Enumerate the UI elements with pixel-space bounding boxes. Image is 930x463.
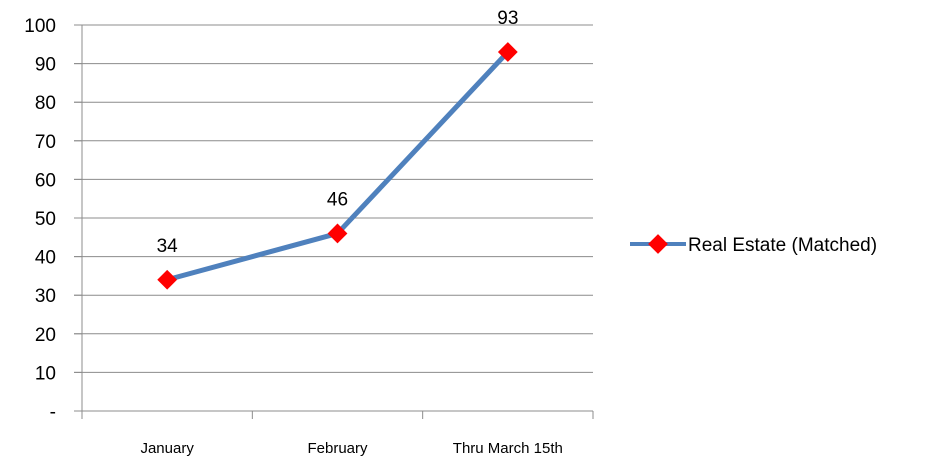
series-line <box>166 50 510 283</box>
x-axis-ticks: January February Thru March 15th <box>140 440 562 457</box>
x-tick-label: January <box>140 440 194 457</box>
data-label: 93 <box>497 8 518 29</box>
axes <box>74 24 594 419</box>
y-tick-label: 80 <box>35 93 56 114</box>
data-label: 46 <box>327 189 348 210</box>
y-tick-label: 60 <box>35 170 56 191</box>
data-label: 34 <box>157 236 179 257</box>
legend-marker-swatch <box>648 234 668 254</box>
y-tick-label: 30 <box>35 286 56 307</box>
y-tick-label: 50 <box>35 209 56 230</box>
gridlines <box>74 24 593 373</box>
data-point-marker <box>157 269 178 290</box>
y-tick-label: 100 <box>24 16 56 37</box>
x-tick-label: February <box>307 440 368 457</box>
legend: Real Estate (Matched) <box>630 234 877 256</box>
legend-label: Real Estate (Matched) <box>688 235 877 256</box>
data-point-marker <box>497 42 518 62</box>
y-tick-label: 10 <box>35 363 56 384</box>
data-labels: 34 46 93 <box>157 8 519 257</box>
y-tick-label: - <box>50 402 56 423</box>
x-tick-label: Thru March 15th <box>453 440 563 457</box>
y-tick-label: 40 <box>35 248 56 269</box>
y-axis-ticks: - 10 20 30 40 50 60 70 80 90 100 <box>24 16 56 423</box>
series <box>157 42 518 290</box>
y-tick-label: 90 <box>35 55 56 76</box>
y-tick-label: 20 <box>35 325 56 346</box>
data-point-marker <box>327 223 348 244</box>
y-tick-label: 70 <box>35 132 56 153</box>
